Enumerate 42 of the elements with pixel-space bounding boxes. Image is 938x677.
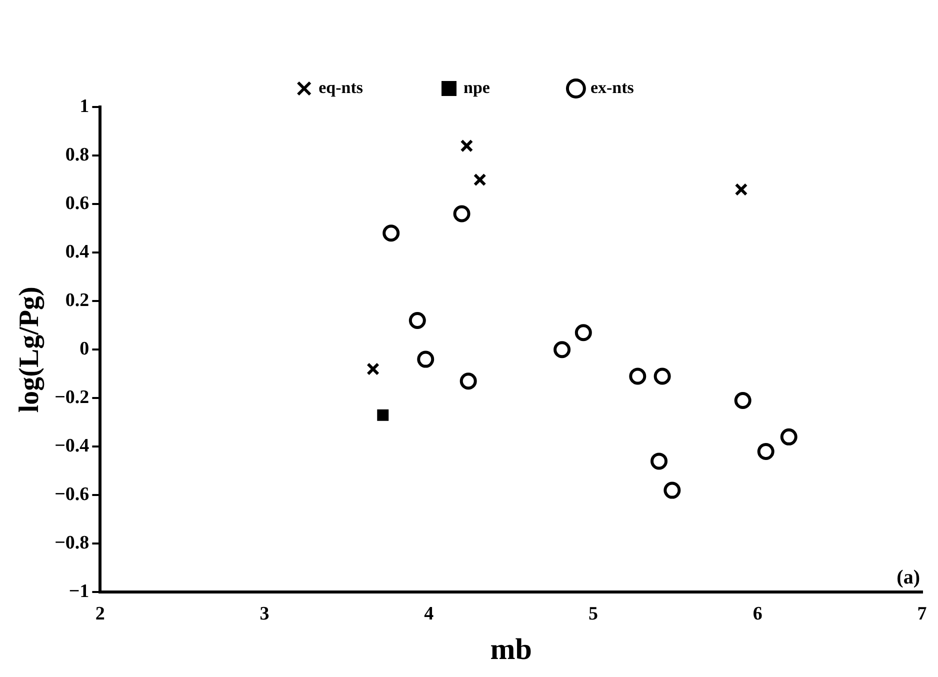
point [629, 368, 646, 385]
x-tick-label: 5 [588, 604, 598, 625]
point [574, 324, 592, 342]
x-tick-label: 3 [260, 604, 270, 625]
point [650, 452, 668, 470]
y-tick-label: 1 [80, 96, 90, 117]
point [654, 368, 671, 385]
annotation: (a) [896, 566, 920, 588]
point [473, 173, 486, 186]
y-tick-label: 0.6 [65, 192, 90, 214]
point [780, 428, 798, 446]
y-tick-label: 0.2 [65, 290, 90, 311]
y-tick-label: 0.4 [65, 241, 90, 262]
x-tick-label: 6 [752, 604, 762, 625]
x-axis-title: mb [490, 632, 532, 666]
y-tick-label: 0.8 [65, 144, 90, 166]
point [757, 442, 774, 460]
point [460, 139, 474, 152]
y-tick-label: −0.2 [54, 387, 90, 408]
point [366, 362, 380, 376]
point [453, 205, 470, 222]
point [554, 341, 571, 358]
point [734, 392, 752, 410]
point [377, 409, 389, 421]
y-tick-label: −0.6 [54, 484, 90, 506]
point [417, 350, 434, 368]
point [408, 312, 426, 329]
point [734, 183, 748, 196]
point [382, 224, 400, 242]
y-axis-title: log(Lg/Pg) [14, 286, 46, 413]
x-tick-label: 7 [917, 604, 928, 625]
point [460, 372, 477, 390]
x-tick-label: 4 [424, 604, 434, 625]
y-tick-label: −1 [68, 581, 90, 602]
legend-label: eq-nts [318, 78, 364, 97]
y-tick-label: 0 [80, 338, 90, 360]
legend-label: ex-nts [590, 78, 634, 97]
x-tick-label: 2 [95, 604, 105, 625]
legend-label: npe [464, 78, 490, 97]
y-tick-label: −0.4 [54, 436, 90, 457]
y-tick-label: −0.8 [54, 532, 90, 554]
point [664, 482, 681, 499]
